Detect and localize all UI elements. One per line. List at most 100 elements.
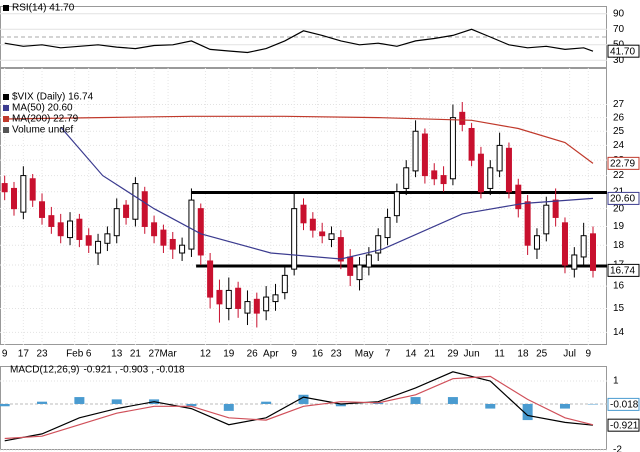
last-value-box	[607, 263, 640, 277]
histogram-bar	[335, 403, 346, 407]
histogram-bar	[223, 403, 234, 411]
x-tick-label: 13	[111, 349, 123, 360]
x-tick-label: Jun	[464, 349, 480, 360]
legend-swatch	[3, 94, 9, 100]
candle-body	[328, 233, 335, 240]
last-value-box	[607, 418, 640, 432]
candle-body	[496, 144, 503, 172]
y-tick-label: 21	[613, 186, 625, 197]
last-value-label: 22.79	[610, 158, 635, 169]
candle-body	[113, 208, 120, 237]
candle-body	[104, 233, 111, 244]
candle-body	[67, 220, 74, 239]
legend-entry: -0.903	[120, 365, 149, 376]
histogram-bar	[485, 403, 496, 409]
candle-body	[440, 175, 447, 185]
x-tick-label: 29	[447, 349, 459, 360]
candle-body	[589, 233, 596, 271]
y-tick-label: 18	[613, 240, 625, 251]
histogram-bar	[186, 403, 197, 407]
y-tick-label: 14	[613, 327, 625, 338]
x-tick-label: 23	[36, 349, 48, 360]
y-tick-label: 15	[613, 303, 625, 314]
candle-body	[319, 231, 326, 237]
candle-body	[76, 218, 83, 240]
x-tick-label: 25	[536, 349, 548, 360]
x-tick-label: 9	[586, 349, 592, 360]
x-tick-label: 17	[18, 349, 30, 360]
panel-frame	[0, 366, 607, 450]
legend-entry: -0.921	[83, 365, 112, 376]
candle-body	[384, 216, 391, 239]
histogram-bar	[111, 399, 122, 404]
legend-swatch	[3, 127, 9, 133]
candle-body	[197, 208, 204, 256]
candle-body	[449, 117, 456, 180]
candle-body	[505, 147, 512, 193]
legend-swatch	[3, 5, 9, 11]
candle-body	[132, 183, 139, 220]
candle-body	[11, 187, 18, 210]
candle-body	[365, 254, 372, 268]
y-tick-label: 1	[613, 376, 619, 387]
candle-body	[263, 296, 270, 312]
x-tick-label: 26	[247, 349, 259, 360]
legend-separator: ,	[151, 365, 154, 376]
candle-body	[580, 235, 587, 258]
last-value-label: -0.921	[610, 420, 639, 431]
candle-body	[487, 167, 494, 189]
legend-entry: MA(200) 22.79	[12, 114, 79, 125]
x-tick-label: Jul	[563, 349, 576, 360]
last-value-label: 41.70	[610, 46, 635, 57]
candle-body	[1, 183, 8, 193]
candle-body	[337, 237, 344, 262]
candle-body	[216, 289, 223, 305]
y-tick-label: 20	[613, 203, 625, 214]
candle-body	[160, 229, 167, 246]
last-value-box	[607, 191, 640, 205]
y-tick-label: -2	[613, 445, 622, 452]
histogram-bar	[410, 397, 421, 404]
legend-entry: -0.018	[156, 365, 185, 376]
last-value-box	[607, 397, 640, 411]
x-tick-label: Mar	[159, 349, 177, 360]
y-tick-label: 26	[613, 112, 625, 123]
candle-body	[225, 289, 232, 309]
candle-body	[29, 178, 36, 201]
x-tick-label: 19	[223, 349, 235, 360]
candle-body	[253, 298, 260, 314]
last-value-box	[607, 156, 640, 170]
candle-body	[356, 264, 363, 281]
candle-body	[393, 191, 400, 217]
y-tick-label: 19	[613, 221, 625, 232]
last-value-label: -0.018	[610, 400, 639, 411]
legend-entry: $VIX (Daily) 16.74	[12, 92, 94, 103]
candle-body	[543, 204, 550, 235]
candle-body	[431, 170, 438, 180]
x-tick-label: 23	[331, 349, 343, 360]
candle-body	[244, 301, 251, 314]
y-tick-label: 27	[613, 99, 625, 110]
y-tick-label: 70	[613, 24, 625, 35]
histogram-bar	[298, 394, 309, 404]
candle-body	[85, 235, 92, 246]
x-tick-label: 11	[494, 349, 505, 360]
x-tick-label: 7	[385, 349, 391, 360]
x-tick-label: 18	[517, 349, 529, 360]
candle-body	[39, 201, 46, 218]
histogram-bar	[447, 397, 458, 404]
candle-body	[123, 204, 130, 218]
x-tick-label: Feb	[66, 349, 84, 360]
candle-body	[421, 133, 428, 177]
x-tick-label: 9	[2, 349, 8, 360]
x-tick-label: 21	[130, 349, 142, 360]
x-tick-label: 9	[291, 349, 297, 360]
candle-body	[375, 235, 382, 254]
histogram-bar	[559, 403, 570, 409]
candle-body	[412, 130, 419, 172]
candle-body	[561, 222, 568, 266]
candle-body	[169, 238, 176, 250]
histogram-bar	[587, 403, 598, 405]
y-tick-label: 22	[613, 170, 625, 181]
